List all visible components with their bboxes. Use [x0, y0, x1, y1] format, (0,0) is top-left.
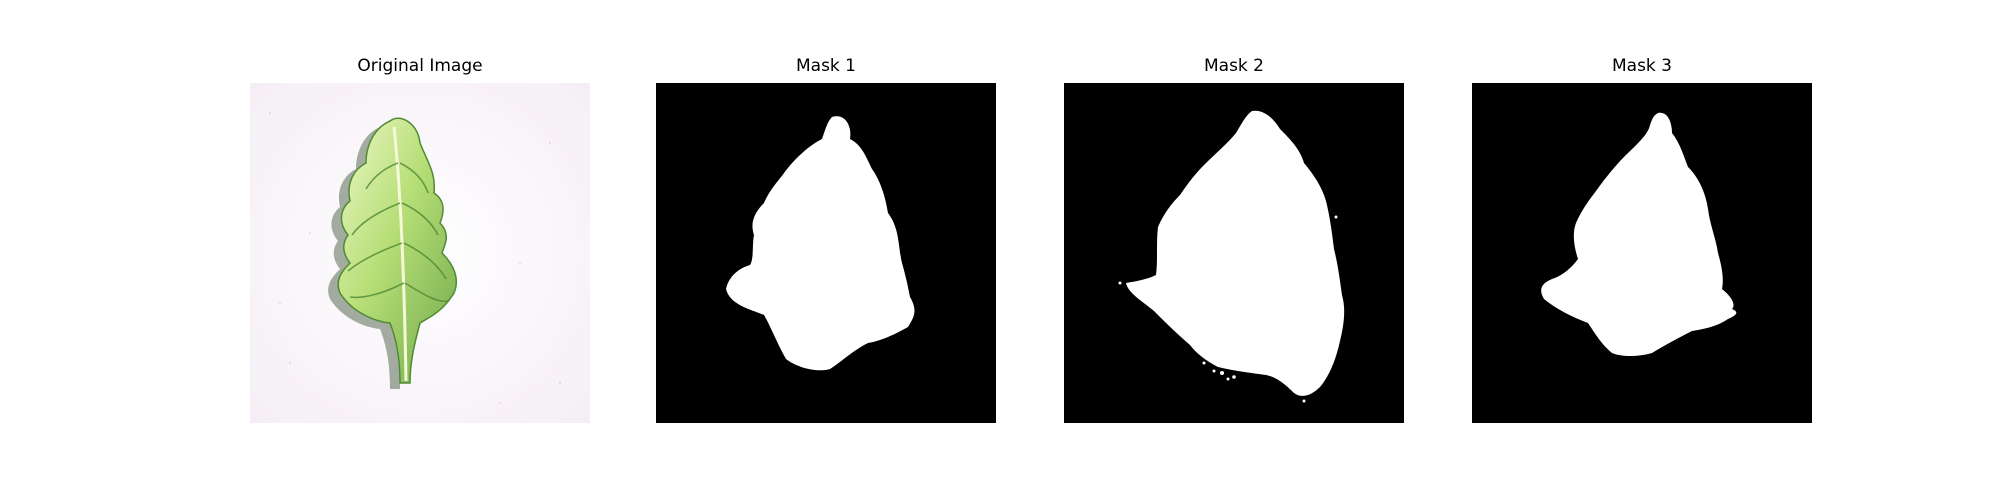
mask-3-region — [1541, 112, 1737, 356]
original-image-title: Original Image — [357, 56, 483, 76]
mask-2-title: Mask 2 — [1203, 56, 1264, 76]
mask-1-canvas — [656, 83, 996, 423]
mask-1-image — [656, 83, 996, 423]
leaf-shape — [337, 117, 458, 384]
leaf-photo — [250, 83, 590, 423]
mask-2-canvas — [1064, 83, 1404, 423]
mask-3-canvas — [1472, 83, 1812, 423]
mask-2-image — [1064, 83, 1404, 423]
mask-1-title: Mask 1 — [795, 56, 856, 76]
mask-3-image — [1472, 83, 1812, 423]
mask-3-title: Mask 3 — [1611, 56, 1672, 76]
mask-1-region — [726, 116, 915, 371]
original-image-canvas — [250, 83, 590, 423]
mask-2-region — [1126, 110, 1345, 396]
